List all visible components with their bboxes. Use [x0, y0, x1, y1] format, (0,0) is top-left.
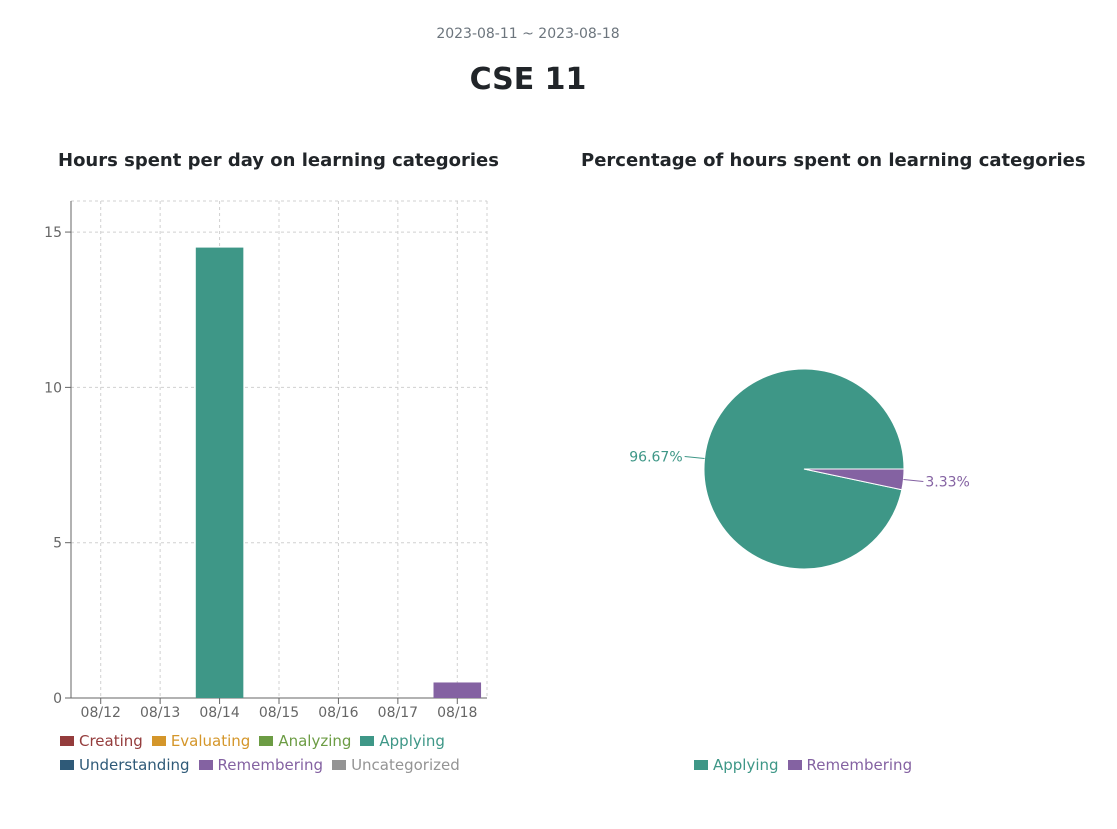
legend-swatch — [198, 760, 213, 770]
legend-item-uncategorized[interactable]: Uncategorized — [332, 753, 460, 777]
legend-item-applying[interactable]: Applying — [360, 729, 445, 753]
date-range: 2023-08-11 ~ 2023-08-18 — [436, 26, 620, 42]
pie-slice-label: 96.67% — [629, 449, 682, 465]
legend-label: Uncategorized — [351, 756, 460, 774]
legend-swatch — [60, 736, 74, 746]
x-tick-label: 08/13 — [140, 705, 180, 721]
y-tick-label: 0 — [53, 691, 62, 707]
pie-slice-remembering — [803, 468, 905, 491]
legend-label: Analyzing — [278, 732, 352, 750]
y-tick-label: 10 — [44, 380, 62, 396]
x-tick-label: 08/17 — [378, 705, 418, 721]
y-tick-label: 5 — [53, 536, 62, 552]
x-tick-label: 08/16 — [318, 705, 358, 721]
bar-remembering-08-18 — [433, 682, 482, 698]
legend-swatch — [787, 760, 802, 770]
legend-label: Applying — [379, 732, 445, 750]
legend-label: Remembering — [217, 756, 324, 774]
legend-swatch — [259, 736, 274, 746]
legend-item-remembering[interactable]: Remembering — [198, 753, 324, 777]
legend-item-applying[interactable]: Applying — [694, 753, 779, 777]
pie-chart-legend: Applying Remembering — [694, 753, 954, 777]
legend-swatch — [151, 736, 166, 746]
pie-chart-title: Percentage of hours spent on learning ca… — [581, 150, 1086, 171]
x-tick-label: 08/12 — [81, 705, 121, 721]
legend-label: Understanding — [79, 756, 190, 774]
legend-label: Applying — [713, 756, 779, 774]
bar-grid — [71, 200, 488, 699]
legend-label: Evaluating — [170, 732, 251, 750]
course-title: CSE 11 — [469, 62, 587, 97]
x-tick-label: 08/18 — [437, 705, 477, 721]
legend-item-analyzing[interactable]: Analyzing — [259, 729, 351, 753]
legend-item-remembering[interactable]: Remembering — [787, 753, 913, 777]
legend-item-understanding[interactable]: Understanding — [60, 753, 190, 777]
x-tick-label: 08/15 — [259, 705, 299, 721]
legend-swatch — [332, 760, 347, 770]
legend-label: Creating — [79, 732, 143, 750]
bar-applying-08-14 — [195, 247, 244, 698]
legend-item-evaluating[interactable]: Evaluating — [151, 729, 251, 753]
bar-chart-title: Hours spent per day on learning categori… — [58, 150, 499, 171]
legend-item-creating[interactable]: Creating — [60, 729, 143, 753]
legend-swatch — [694, 760, 708, 770]
legend-swatch — [60, 760, 74, 770]
pie-label-leader — [684, 455, 705, 460]
pie-slice-label: 3.33% — [925, 475, 969, 491]
legend-label: Remembering — [806, 756, 913, 774]
pie-label-leader — [903, 478, 924, 483]
legend-swatch — [360, 736, 375, 746]
x-tick-label: 08/14 — [199, 705, 239, 721]
y-tick-label: 15 — [44, 225, 62, 241]
bar-chart-legend: Creating Evaluating Analyzing Applying Under… — [60, 729, 480, 777]
